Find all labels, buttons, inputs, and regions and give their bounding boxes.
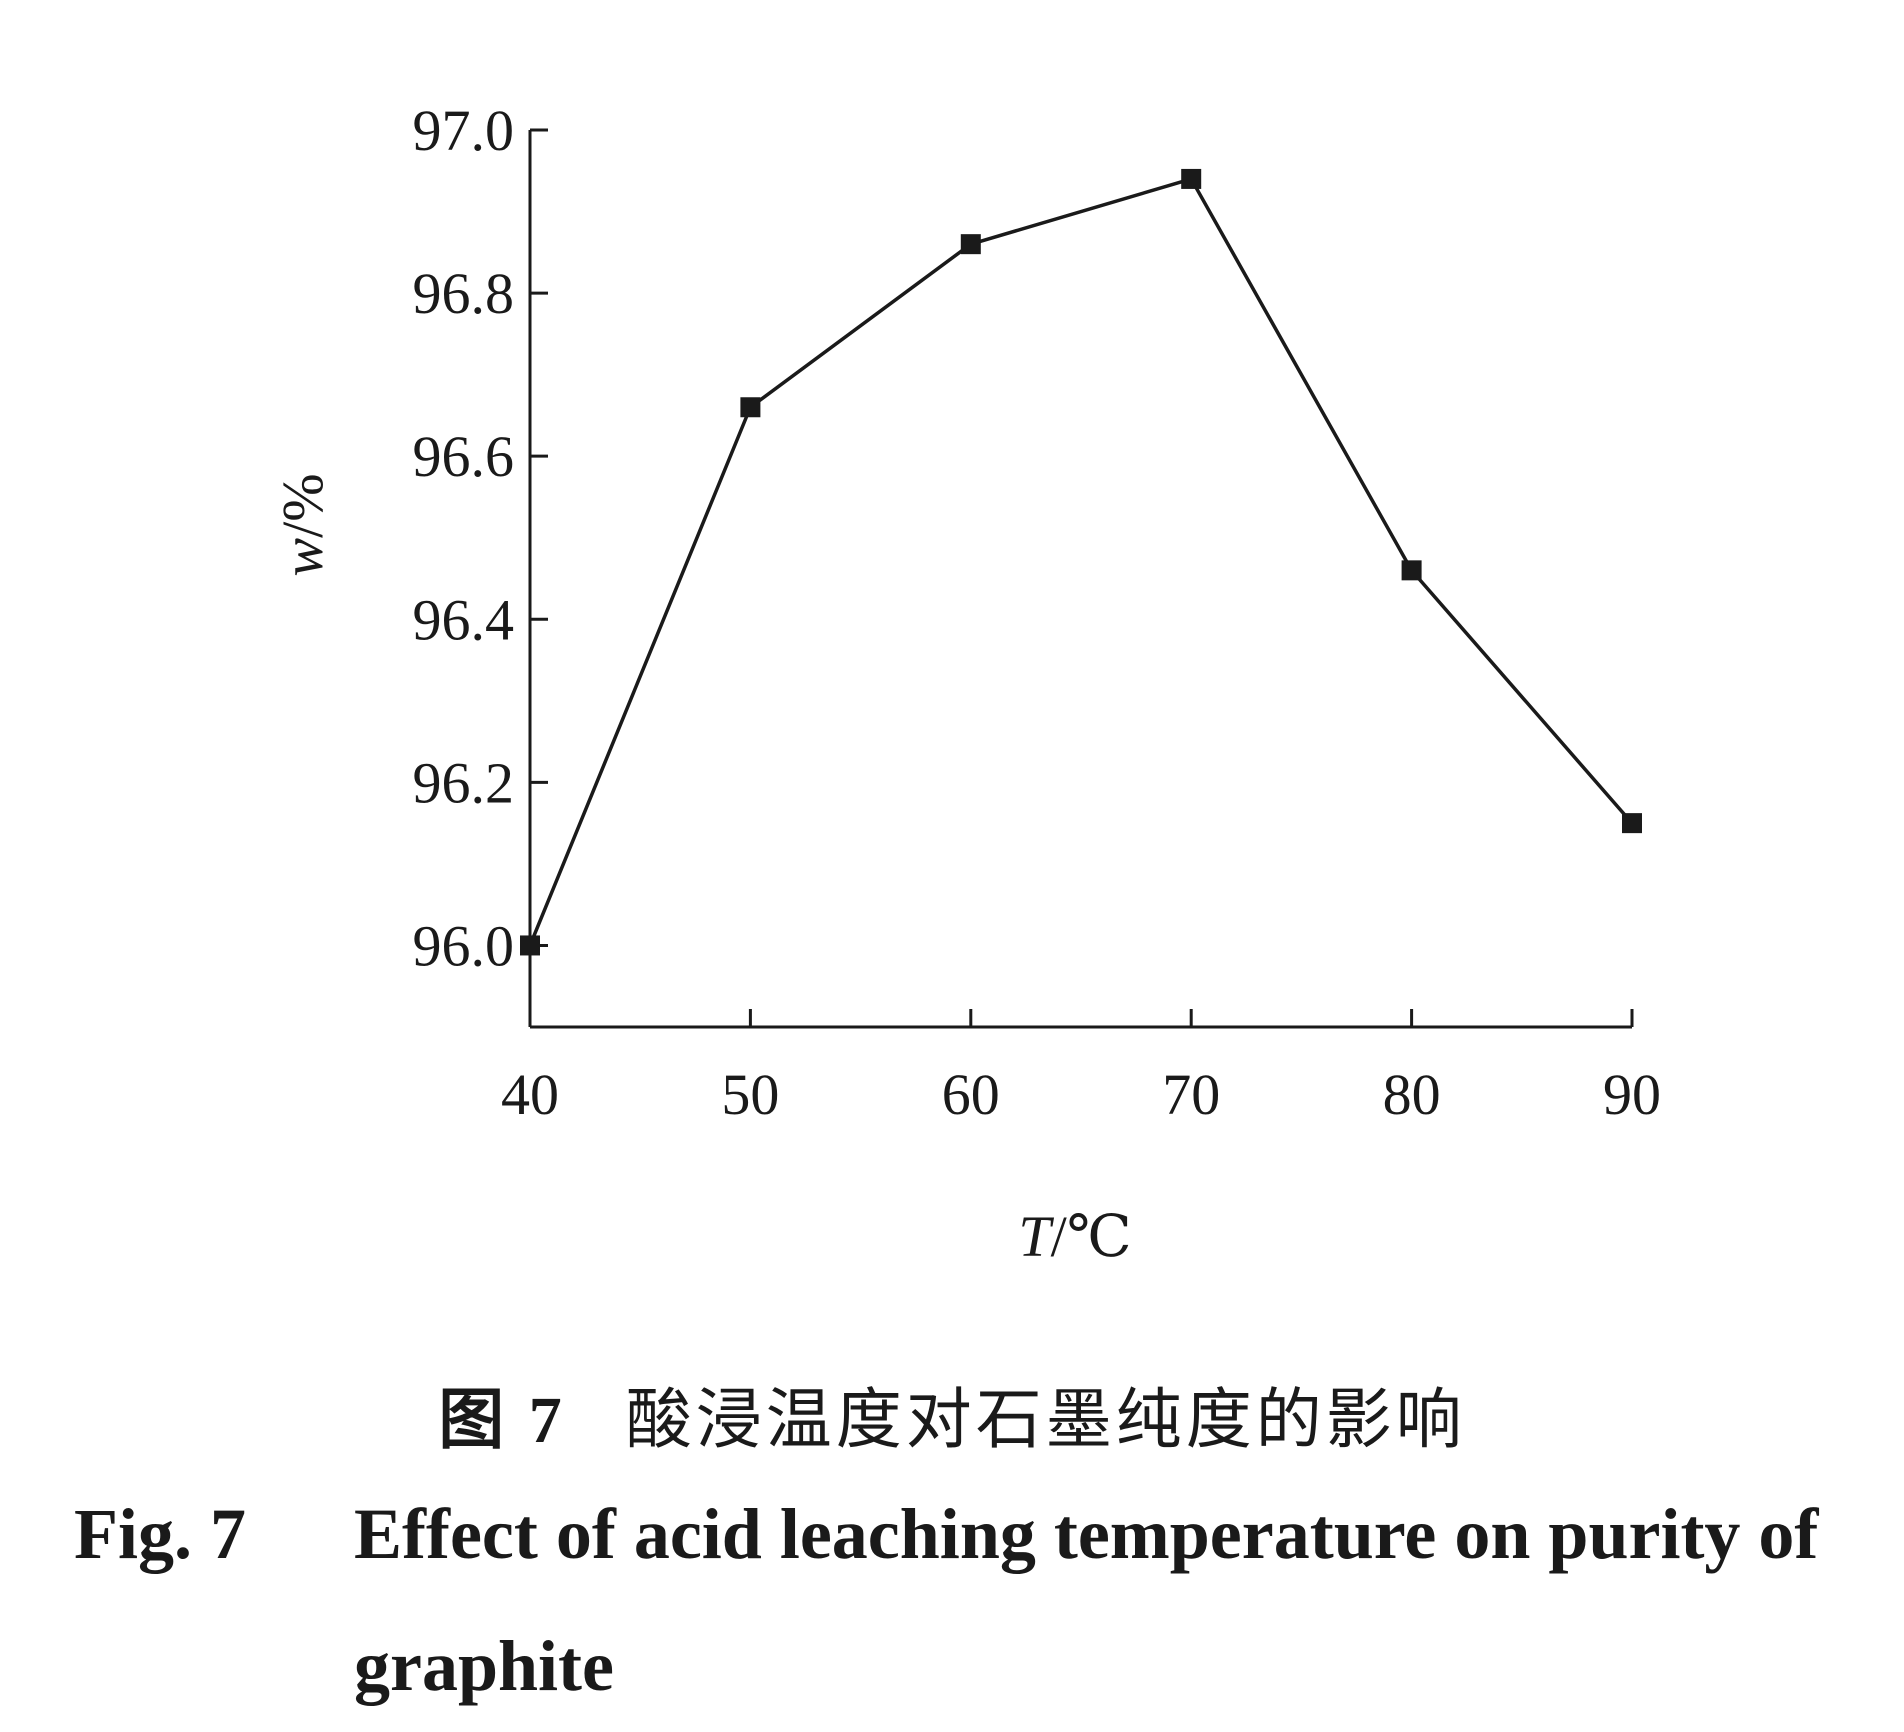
x-tick-label: 90 bbox=[1603, 1062, 1661, 1127]
data-point-marker bbox=[740, 397, 761, 418]
y-tick-label: 96.8 bbox=[413, 261, 515, 326]
y-tick-label: 96.4 bbox=[413, 587, 515, 652]
y-tick-label: 96.0 bbox=[413, 913, 515, 978]
y-tick-label: 97.0 bbox=[413, 98, 515, 163]
data-point-marker bbox=[1401, 560, 1422, 581]
data-point-marker bbox=[1181, 168, 1202, 189]
chart: 96.0 96.2 96.4 96.6 96.8 97.0 40 50 60 70 80 90 w/%… bbox=[270, 98, 1662, 1269]
x-tick-label: 60 bbox=[942, 1062, 1000, 1127]
data-point-marker bbox=[960, 234, 981, 255]
x-tick-label: 70 bbox=[1162, 1062, 1220, 1127]
y-tick-label: 96.6 bbox=[413, 424, 515, 489]
caption-cn-text: 酸浸温度对石墨纯度的影响 bbox=[625, 1381, 1466, 1458]
caption-en-text-line1: Effect of acid leaching temperature on p… bbox=[354, 1494, 1819, 1574]
axes bbox=[528, 130, 1632, 1029]
figure-caption-chinese: 图 7 酸浸温度对石墨纯度的影响 bbox=[0, 1366, 1904, 1462]
x-tick-label: 50 bbox=[721, 1062, 779, 1127]
figure-caption-english: Fig. 7 Effect of acid leaching temperatur… bbox=[74, 1468, 1874, 1732]
x-axis-title: T/℃ bbox=[1018, 1204, 1131, 1269]
ticks: 96.0 96.2 96.4 96.6 96.8 97.0 40 50 60 70 80 90 bbox=[413, 98, 1662, 1127]
x-tick-label: 80 bbox=[1383, 1062, 1441, 1127]
x-tick-label: 40 bbox=[501, 1062, 559, 1127]
data-point-marker bbox=[1622, 813, 1642, 834]
caption-en-text-line2: graphite bbox=[354, 1626, 614, 1706]
y-axis-title: w/% bbox=[270, 473, 335, 576]
data-point-marker bbox=[520, 935, 540, 956]
series-line bbox=[528, 177, 1634, 947]
caption-en-figure-number: Fig. 7 bbox=[74, 1494, 246, 1574]
data-series bbox=[520, 168, 1642, 956]
y-tick-label: 96.2 bbox=[413, 750, 515, 815]
caption-cn-figure-number: 图 7 bbox=[438, 1384, 566, 1457]
